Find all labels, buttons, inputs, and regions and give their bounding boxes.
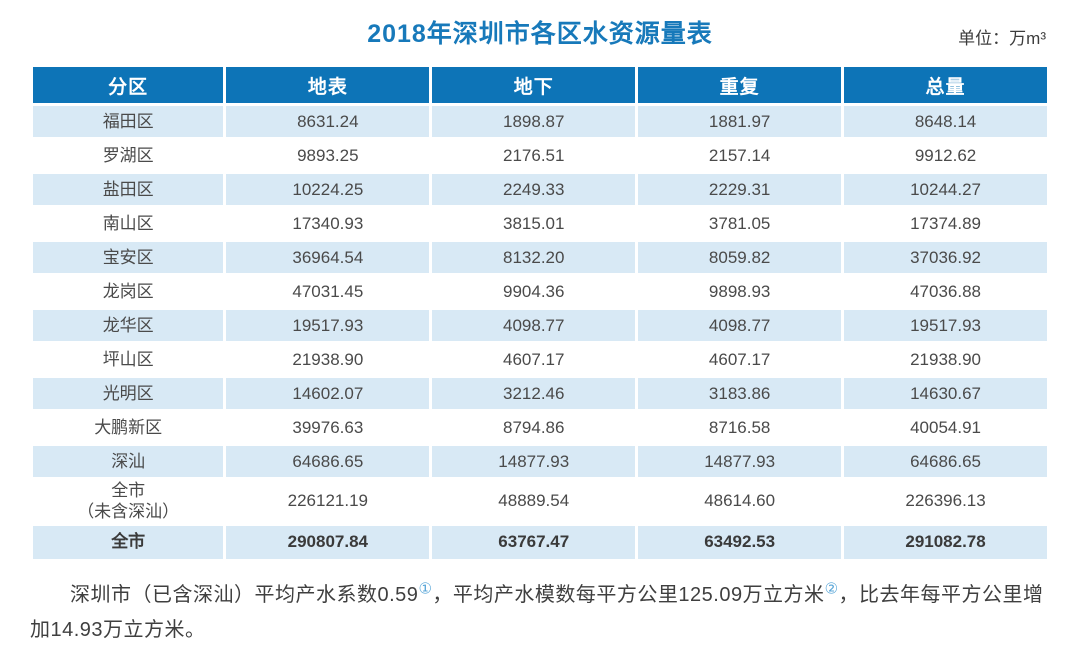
table-row: 大鹏新区 39976.63 8794.86 8716.58 40054.91	[33, 412, 1047, 443]
value-cell: 3183.86	[638, 378, 842, 409]
table-row: 光明区 14602.07 3212.46 3183.86 14630.67	[33, 378, 1047, 409]
table-row: 深汕 64686.65 14877.93 14877.93 64686.65	[33, 446, 1047, 477]
table-body: 福田区 8631.24 1898.87 1881.97 8648.14 罗湖区 9893.2…	[33, 106, 1047, 559]
district-cell: 坪山区	[33, 344, 224, 375]
value-cell: 21938.90	[844, 344, 1047, 375]
table-row: 福田区 8631.24 1898.87 1881.97 8648.14	[33, 106, 1047, 137]
value-cell: 2176.51	[432, 140, 636, 171]
table-header-row: 分区 地表 地下 重复 总量	[33, 67, 1047, 103]
table-header: 分区 地表 地下 重复 总量	[33, 67, 1047, 103]
district-cell: 福田区	[33, 106, 224, 137]
value-cell: 48889.54	[432, 480, 636, 523]
value-cell: 226396.13	[844, 480, 1047, 523]
value-cell: 47036.88	[844, 276, 1047, 307]
value-cell: 4098.77	[638, 310, 842, 341]
district-cell: 罗湖区	[33, 140, 224, 171]
value-cell: 4607.17	[638, 344, 842, 375]
value-cell: 17340.93	[226, 208, 430, 239]
table-row: 全市 （未含深汕） 226121.19 48889.54 48614.60 226396…	[33, 480, 1047, 523]
column-header-district: 分区	[33, 67, 224, 103]
column-header-underground: 地下	[432, 67, 636, 103]
column-header-surface: 地表	[226, 67, 430, 103]
value-cell: 17374.89	[844, 208, 1047, 239]
value-cell: 226121.19	[226, 480, 430, 523]
value-cell: 63492.53	[638, 525, 842, 559]
water-resources-table: 分区 地表 地下 重复 总量 福田区 8631.24 1898.87 1881.97 8…	[30, 64, 1050, 562]
value-cell: 64686.65	[844, 446, 1047, 477]
district-cell: 龙华区	[33, 310, 224, 341]
value-cell: 10224.25	[226, 174, 430, 205]
district-cell: 南山区	[33, 208, 224, 239]
footnote-text-3: ，比去年每平方公里增加14.93万立方米。	[30, 583, 1044, 641]
table-row: 盐田区 10224.25 2249.33 2229.31 10244.27	[33, 174, 1047, 205]
column-header-duplicate: 重复	[638, 67, 842, 103]
value-cell: 8716.58	[638, 412, 842, 443]
value-cell: 3212.46	[432, 378, 636, 409]
value-cell: 290807.84	[226, 525, 430, 559]
value-cell: 19517.93	[226, 310, 430, 341]
page-title: 2018年深圳市各区水资源量表	[367, 20, 713, 48]
value-cell: 2249.33	[432, 174, 636, 205]
district-cell: 龙岗区	[33, 276, 224, 307]
value-cell: 9898.93	[638, 276, 842, 307]
value-cell: 14877.93	[638, 446, 842, 477]
table-row: 龙岗区 47031.45 9904.36 9898.93 47036.88	[33, 276, 1047, 307]
value-cell: 1881.97	[638, 106, 842, 137]
footnote-text-2: ，平均产水模数每平方公里125.09万立方米	[432, 583, 825, 606]
value-cell: 4607.17	[432, 344, 636, 375]
value-cell: 3781.05	[638, 208, 842, 239]
district-cell: 全市 （未含深汕）	[33, 480, 224, 523]
value-cell: 8059.82	[638, 242, 842, 273]
column-header-total: 总量	[844, 67, 1047, 103]
value-cell: 4098.77	[432, 310, 636, 341]
value-cell: 9904.36	[432, 276, 636, 307]
district-cell: 宝安区	[33, 242, 224, 273]
footnote-text-1: 深圳市（已含深汕）平均产水系数0.59	[70, 583, 419, 606]
table-row: 宝安区 36964.54 8132.20 8059.82 37036.92	[33, 242, 1047, 273]
value-cell: 48614.60	[638, 480, 842, 523]
value-cell: 8648.14	[844, 106, 1047, 137]
table-row: 南山区 17340.93 3815.01 3781.05 17374.89	[33, 208, 1047, 239]
value-cell: 8794.86	[432, 412, 636, 443]
value-cell: 36964.54	[226, 242, 430, 273]
table-row: 坪山区 21938.90 4607.17 4607.17 21938.90	[33, 344, 1047, 375]
value-cell: 47031.45	[226, 276, 430, 307]
value-cell: 1898.87	[432, 106, 636, 137]
table-row: 龙华区 19517.93 4098.77 4098.77 19517.93	[33, 310, 1047, 341]
value-cell: 21938.90	[226, 344, 430, 375]
value-cell: 64686.65	[226, 446, 430, 477]
value-cell: 9893.25	[226, 140, 430, 171]
value-cell: 40054.91	[844, 412, 1047, 443]
district-cell: 全市	[33, 525, 224, 559]
footnote-marker-2: ②	[824, 579, 839, 597]
value-cell: 2229.31	[638, 174, 842, 205]
value-cell: 8132.20	[432, 242, 636, 273]
district-cell: 盐田区	[33, 174, 224, 205]
value-cell: 63767.47	[432, 525, 636, 559]
value-cell: 14602.07	[226, 378, 430, 409]
value-cell: 291082.78	[844, 525, 1047, 559]
value-cell: 14877.93	[432, 446, 636, 477]
district-cell: 大鹏新区	[33, 412, 224, 443]
value-cell: 19517.93	[844, 310, 1047, 341]
district-cell: 光明区	[33, 378, 224, 409]
value-cell: 14630.67	[844, 378, 1047, 409]
district-cell: 深汕	[33, 446, 224, 477]
value-cell: 8631.24	[226, 106, 430, 137]
footnote-marker-1: ①	[418, 579, 433, 597]
unit-label: 单位：万m³	[958, 29, 1046, 48]
value-cell: 10244.27	[844, 174, 1047, 205]
value-cell: 2157.14	[638, 140, 842, 171]
table-row: 罗湖区 9893.25 2176.51 2157.14 9912.62	[33, 140, 1047, 171]
table-row: 全市 290807.84 63767.47 63492.53 291082.78	[33, 525, 1047, 559]
value-cell: 3815.01	[432, 208, 636, 239]
footnote: 深圳市（已含深汕）平均产水系数0.59①，平均产水模数每平方公里125.09万立…	[30, 578, 1050, 648]
value-cell: 9912.62	[844, 140, 1047, 171]
value-cell: 37036.92	[844, 242, 1047, 273]
value-cell: 39976.63	[226, 412, 430, 443]
